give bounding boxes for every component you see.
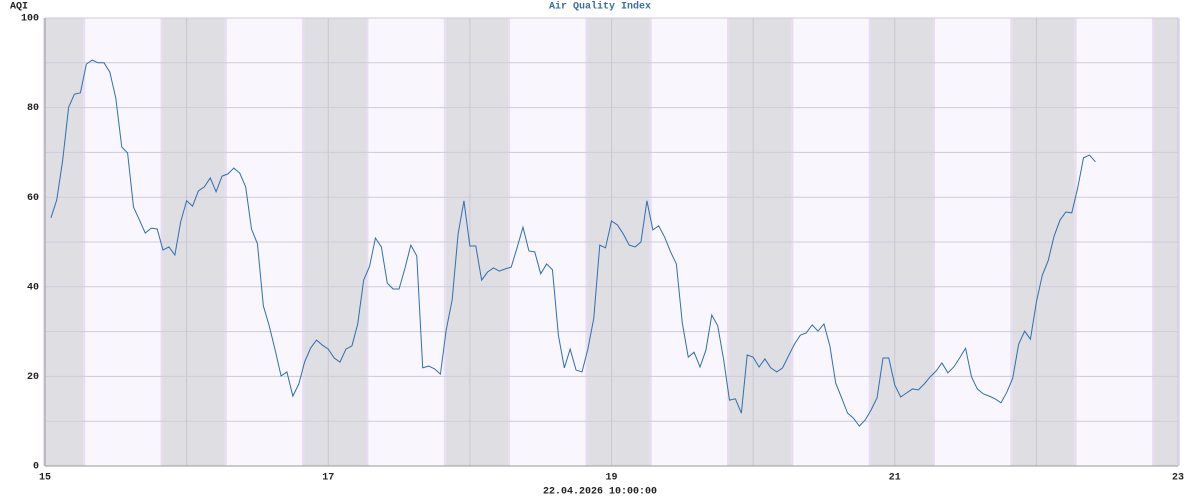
x-tick-label: 17: [322, 473, 334, 484]
band-edge: [1178, 18, 1180, 466]
y-axis-label: AQI: [10, 2, 28, 13]
y-tick-label: 100: [21, 14, 39, 25]
data-line: [50, 59, 1096, 427]
y-tick-label: 0: [33, 462, 39, 473]
band-edge: [43, 18, 45, 466]
y-tick-label: 40: [27, 282, 39, 293]
y-tick-label: 20: [27, 372, 39, 383]
x-tick-label: 23: [1172, 473, 1184, 484]
chart-title: Air Quality Index: [549, 1, 651, 13]
x-tick-label: 15: [39, 473, 51, 484]
x-tick-label: 19: [605, 473, 617, 484]
y-tick-label: 80: [27, 103, 39, 114]
y-tick-label: 60: [27, 193, 39, 204]
x-tick-label: 21: [889, 473, 901, 484]
x-axis-label: 22.04.2026 10:00:00: [543, 487, 657, 498]
